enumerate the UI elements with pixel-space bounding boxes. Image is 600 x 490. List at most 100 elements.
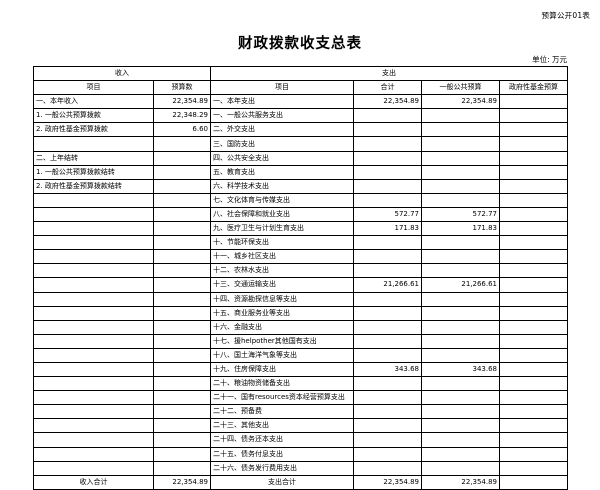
fund-budget-cell [499, 277, 568, 293]
income-value-cell [153, 376, 211, 392]
table-row: 十三、交通运输支出 21,266.61 21,266.61 [33, 277, 568, 293]
expend-total-cell [353, 347, 422, 363]
income-value-cell [153, 249, 211, 265]
table-row: 二十五、债务付息支出 [33, 446, 568, 462]
expend-total-cell [353, 192, 422, 208]
table-total-row: 收入合计 22,354.89 支出合计 22,354.89 22,354.89 [33, 474, 568, 490]
general-budget-cell [421, 418, 500, 434]
expend-item-cell: 二、外交支出 [210, 122, 354, 138]
expend-total-cell [353, 263, 422, 279]
expend-total-general: 22,354.89 [421, 474, 500, 490]
expend-item-cell: 七、文化体育与传媒支出 [210, 192, 354, 208]
general-budget-cell [421, 333, 500, 349]
general-budget-cell [421, 460, 500, 476]
table-row: 十、节能环保支出 [33, 235, 568, 251]
table-group-header-row: 收入 支出 [33, 65, 568, 82]
expend-total-cell [353, 305, 422, 321]
expend-total-cell [353, 333, 422, 349]
table-row: 十一、城乡社区支出 [33, 249, 568, 265]
income-item-cell [33, 235, 154, 251]
expend-item-cell: 二十三、其他支出 [210, 418, 354, 434]
income-item-cell [33, 432, 154, 448]
expend-total-label: 支出合计 [210, 474, 354, 490]
income-item-cell: 2. 政府性基金预算拨款 [33, 122, 154, 138]
expend-item-cell: 六、科学技术支出 [210, 178, 354, 194]
fund-budget-cell [499, 418, 568, 434]
expend-item-cell: 十四、资源勘探信息等支出 [210, 291, 354, 307]
expend-item-cell: 十三、交通运输支出 [210, 277, 354, 293]
table-row: 1. 一般公共预算拨款 22,348.29 一、一般公共服务支出 [33, 108, 568, 124]
income-value-cell [153, 136, 211, 152]
fund-budget-cell [499, 164, 568, 180]
income-value-cell [153, 446, 211, 462]
table-row: 十四、资源勘探信息等支出 [33, 291, 568, 307]
table-body: 一、本年收入 22,354.89 一、本年支出 22,354.89 22,354.89 1… [33, 94, 568, 476]
income-item-cell [33, 192, 154, 208]
expend-total-cell [353, 108, 422, 124]
general-budget-cell: 171.83 [421, 221, 500, 237]
table-row: 九、医疗卫生与计划生育支出 171.83 171.83 [33, 221, 568, 237]
table-row: 2. 政府性基金预算拨款 6.60 二、外交支出 [33, 122, 568, 138]
expend-total-cell [353, 122, 422, 138]
fund-budget-cell [499, 136, 568, 152]
income-item-cell [33, 390, 154, 406]
income-total-label: 收入合计 [33, 474, 154, 490]
expend-item-cell: 十六、金融支出 [210, 319, 354, 335]
fund-budget-cell [499, 263, 568, 279]
table-row: 八、社会保障和就业支出 572.77 572.77 [33, 206, 568, 223]
income-value-cell [153, 333, 211, 349]
income-item-cell [33, 263, 154, 279]
income-item-cell [33, 333, 154, 349]
group-header-expenditure: 支出 [210, 65, 568, 82]
expend-item-cell: 十九、住房保障支出 [210, 361, 354, 378]
general-budget-cell: 22,354.89 [421, 94, 500, 110]
fund-budget-cell [499, 206, 568, 223]
general-budget-cell [421, 108, 500, 124]
income-item-cell [33, 460, 154, 476]
expend-item-cell: 九、医疗卫生与计划生育支出 [210, 221, 354, 237]
income-item-cell [33, 277, 154, 293]
fund-budget-cell [499, 432, 568, 448]
expend-total-cell [353, 235, 422, 251]
income-value-cell [153, 235, 211, 251]
general-budget-cell [421, 136, 500, 152]
fund-budget-cell [499, 376, 568, 392]
fund-budget-cell [499, 361, 568, 378]
income-value-cell: 22,354.89 [153, 94, 211, 110]
col-fund-budget: 政府性基金预算 [499, 80, 568, 96]
expend-total-cell [353, 446, 422, 462]
general-budget-cell [421, 390, 500, 406]
table-row: 十九、住房保障支出 343.68 343.68 [33, 361, 568, 378]
table-row: 七、文化体育与传媒支出 [33, 192, 568, 208]
income-value-cell [153, 291, 211, 307]
income-item-cell [33, 446, 154, 462]
fund-budget-cell [499, 446, 568, 462]
expend-total-cell [353, 418, 422, 434]
expend-total-cell [353, 376, 422, 392]
expend-total-cell [353, 319, 422, 335]
income-item-cell [33, 376, 154, 392]
unit-label: 单位: 万元 [532, 55, 567, 64]
income-item-cell [33, 206, 154, 223]
general-budget-cell [421, 446, 500, 462]
income-item-cell [33, 136, 154, 152]
expend-total-cell: 343.68 [353, 361, 422, 378]
expend-total-cell [353, 460, 422, 476]
expend-item-cell: 二十、粮油物资储备支出 [210, 376, 354, 392]
income-value-cell: 6.60 [153, 122, 211, 138]
fund-budget-cell [499, 178, 568, 194]
expend-item-cell: 一、本年支出 [210, 94, 354, 110]
general-budget-cell [421, 291, 500, 307]
col-expend-item: 项目 [210, 80, 354, 96]
table-row: 二十二、预备费 [33, 404, 568, 420]
general-budget-cell: 21,266.61 [421, 277, 500, 293]
col-income-budget: 预算数 [153, 80, 211, 96]
income-value-cell [153, 432, 211, 448]
expend-item-cell: 八、社会保障和就业支出 [210, 206, 354, 223]
fund-budget-cell [499, 319, 568, 335]
expend-total-cell: 22,354.89 [353, 94, 422, 110]
general-budget-cell [421, 347, 500, 363]
income-item-cell [33, 249, 154, 265]
general-budget-cell [421, 376, 500, 392]
income-item-cell: 1. 一般公共预算拨款结转 [33, 164, 154, 180]
